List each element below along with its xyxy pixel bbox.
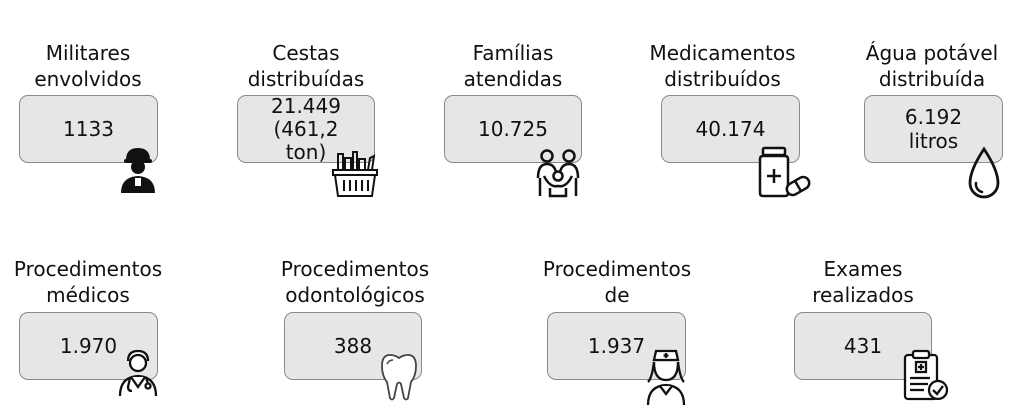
value-box-agua: 6.192 litros xyxy=(864,95,1003,163)
label-proc-medicos: Procedimentos médicos xyxy=(13,257,163,307)
value-box-familias: 10.725 xyxy=(444,95,582,163)
value-box-militares: 1133 xyxy=(19,95,158,163)
label-medicamentos: Medicamentos distribuídos xyxy=(649,41,796,91)
soldier-icon xyxy=(121,148,155,193)
label-agua: Água potável distribuída xyxy=(865,41,999,91)
tooth-icon xyxy=(381,354,417,401)
label-proc-enfermagem: Procedimentos de enfermagem xyxy=(542,257,692,311)
label-cestas: Cestas distribuídas xyxy=(247,41,365,91)
family-icon xyxy=(536,149,580,198)
clipboard-icon xyxy=(903,349,949,401)
doctor-icon xyxy=(118,349,158,397)
nurse-icon xyxy=(646,349,686,406)
label-proc-odonto: Procedimentos odontológicos xyxy=(280,257,430,307)
label-familias: Famílias atendidas xyxy=(463,41,563,91)
label-militares: Militares envolvidos xyxy=(34,41,142,91)
medicine-icon xyxy=(758,146,811,198)
label-exames: Exames realizados xyxy=(812,257,914,307)
water-drop-icon xyxy=(968,146,1000,199)
basket-icon xyxy=(332,151,378,197)
